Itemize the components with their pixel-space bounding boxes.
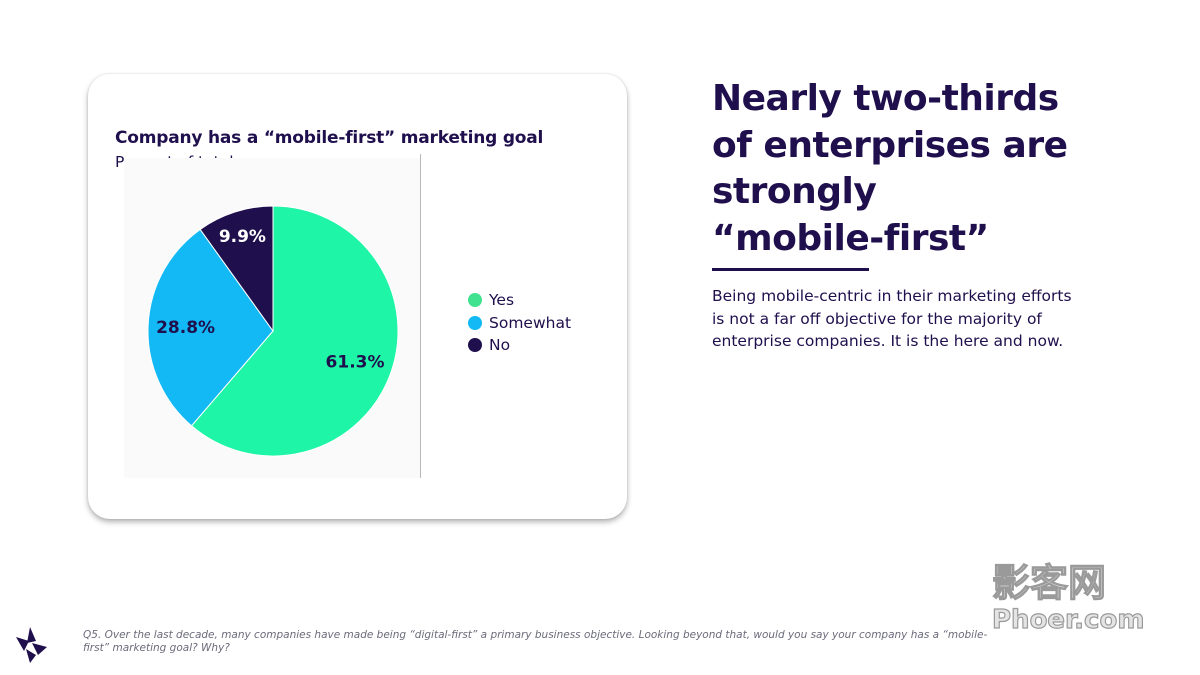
- chart-legend: Yes Somewhat No: [468, 289, 571, 357]
- chart-title: Company has a “mobile-first” marketing g…: [115, 128, 544, 148]
- headline-line: Nearly two-thirds: [712, 78, 1059, 119]
- footnote: Q5. Over the last decade, many companies…: [83, 629, 988, 654]
- brand-logo-icon: [16, 627, 47, 663]
- pie-slice-somewhat: [147, 228, 274, 427]
- legend-swatch-somewhat: [468, 315, 482, 330]
- legend-label-somewhat: Somewhat: [489, 313, 572, 332]
- headline: Nearly two-thirds of enterprises are str…: [712, 76, 1112, 262]
- body-text: Being mobile-centric in their marketing …: [712, 287, 1072, 350]
- legend-item-no: No: [468, 334, 571, 357]
- chart-divider: [420, 154, 421, 478]
- legend-item-somewhat: Somewhat: [468, 312, 571, 335]
- watermark: 影客网 Phoer.com: [991, 560, 1145, 633]
- headline-line: strongly: [712, 171, 877, 212]
- watermark-domain: Phoer.com: [992, 605, 1144, 633]
- watermark-chars: 影客网: [992, 561, 1106, 605]
- chart-card: Company has a “mobile-first” marketing g…: [88, 74, 627, 519]
- legend-swatch-no: [468, 338, 482, 353]
- pie-label-no: 9.9%: [219, 227, 266, 247]
- pie-slice-yes: [190, 205, 399, 457]
- legend-swatch-yes: [468, 293, 482, 308]
- pie-slice-no: [199, 205, 274, 333]
- pie-chart: 61.3% 28.8% 9.9%: [147, 205, 399, 457]
- legend-item-yes: Yes: [468, 289, 571, 312]
- headline-line: of enterprises are: [712, 124, 1068, 166]
- headline-line: “mobile-first”: [712, 217, 989, 259]
- legend-label-yes: Yes: [489, 291, 515, 310]
- pie-label-yes: 61.3%: [326, 352, 385, 372]
- legend-label-no: No: [489, 336, 511, 355]
- pie-label-somewhat: 28.8%: [156, 318, 215, 338]
- headline-underline: [712, 268, 869, 271]
